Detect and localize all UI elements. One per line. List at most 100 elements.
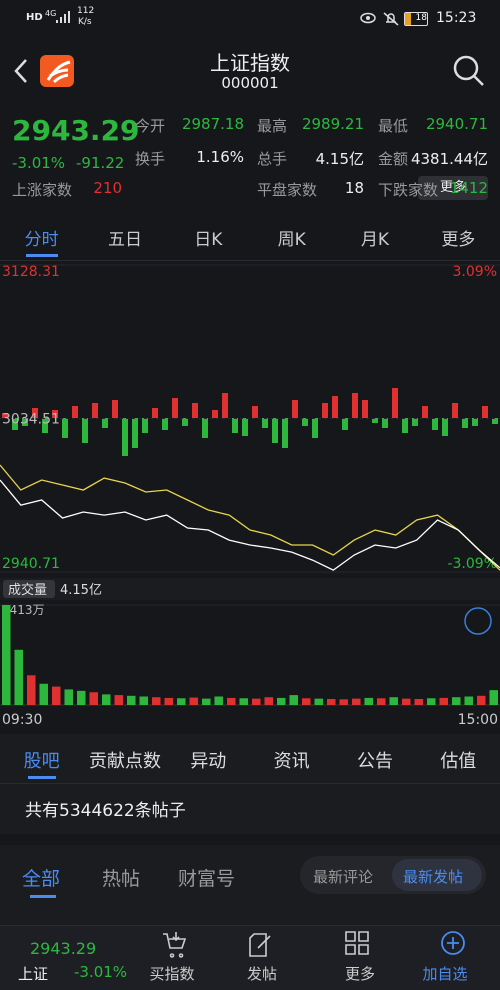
signal-icon (56, 11, 70, 23)
breadth-bar (372, 418, 378, 423)
breadth-bar (252, 406, 258, 418)
stat-value: 2987.18 (181, 115, 244, 133)
battery: 18 (404, 12, 428, 26)
status-network: 4G (45, 9, 57, 18)
sort-option[interactable]: 最新发帖 (403, 868, 464, 886)
volume-header (0, 578, 500, 600)
breadth-bar (442, 418, 448, 436)
pct-label: -3.09% (447, 556, 497, 572)
forum-tab[interactable]: 贡献点数 (88, 751, 161, 772)
volume-bar (39, 683, 48, 705)
volume-bar (389, 697, 398, 705)
chart-tab[interactable]: 周K (277, 230, 306, 250)
stat-label: 上涨家数 (12, 181, 73, 199)
volume-bar (227, 697, 236, 705)
chart-tab[interactable]: 五日 (107, 230, 142, 250)
status-speed: 112 (77, 6, 95, 16)
bottom-action[interactable]: 买指数 (149, 965, 195, 983)
volume-bar (27, 675, 36, 705)
breadth-bar (392, 388, 398, 418)
chart-tab[interactable]: 更多 (441, 230, 476, 250)
stat-value: 4.15亿 (315, 150, 364, 168)
volume-bar (439, 697, 448, 705)
volume-bar (302, 698, 311, 705)
breadth-bar (272, 418, 278, 443)
volume-bar (152, 697, 161, 705)
tab-indicator (26, 254, 58, 257)
volume-bar (214, 696, 223, 705)
stat-value: 18 (344, 179, 364, 197)
stat-label: 换手 (135, 150, 166, 168)
breadth-bar (212, 410, 218, 418)
volume-bar (452, 697, 461, 705)
feed-tab[interactable]: 全部 (22, 868, 61, 890)
header-left[interactable] (10, 54, 80, 88)
breadth-bar (112, 400, 118, 418)
volume-bar (177, 698, 186, 705)
intraday-chart: 3128.31 3034.51 2940.71 3.09% -3.09% 成交量 4.15亿… (0, 264, 500, 728)
breadth-bar (92, 403, 98, 418)
breadth-bar (142, 418, 148, 433)
y-tick-label: 3034.51 (2, 412, 60, 428)
breadth-bar (232, 418, 238, 433)
search-icon[interactable] (452, 54, 486, 88)
volume-bar (77, 690, 86, 705)
more-button[interactable]: 更多 (418, 176, 488, 200)
breadth-bar (472, 418, 478, 426)
volume-bar (364, 697, 373, 705)
forum-tab[interactable]: 异动 (190, 751, 227, 772)
y-tick-label: 2940.71 (2, 556, 60, 572)
breadth-bar (172, 398, 178, 418)
expand-icon[interactable] (464, 607, 492, 635)
volume-bar (402, 698, 411, 705)
volume-bar (252, 698, 261, 705)
breadth-bar (482, 406, 488, 418)
feed-tab[interactable]: 热帖 (102, 868, 141, 890)
breadth-bar (12, 418, 18, 430)
volume-bar (164, 697, 173, 705)
breadth-bar (22, 418, 28, 426)
breadth-bar (122, 418, 128, 456)
bottom-action[interactable]: 更多 (344, 965, 375, 983)
breadth-bar (42, 418, 48, 433)
breadth-bar (2, 413, 8, 418)
divider (0, 783, 500, 784)
price-line (0, 464, 500, 571)
breadth-bar (62, 418, 68, 438)
breadth-bar (152, 408, 158, 418)
breadth-bar (292, 400, 298, 418)
forum-tab[interactable]: 公告 (356, 751, 393, 772)
bottom-action[interactable]: 加自选 (422, 965, 468, 983)
forum-tab[interactable]: 股吧 (23, 751, 60, 772)
forum-panel (0, 734, 500, 834)
quote-change-pct: -3.01% (12, 154, 66, 172)
volume-bar (139, 696, 148, 705)
breadth-bar (462, 418, 468, 428)
breadth-bar (492, 418, 498, 424)
breadth-bar (162, 418, 168, 430)
quote-change: -91.22 (76, 154, 125, 172)
volume-bar (339, 699, 348, 705)
bottom-icons (163, 931, 465, 958)
breadth-bar (412, 418, 418, 426)
status-speed-unit: K/s (78, 17, 92, 27)
breadth-bar (192, 403, 198, 418)
chart-tab[interactable]: 月K (360, 230, 390, 250)
feed-tab[interactable]: 财富号 (178, 868, 236, 890)
breadth-bar (222, 393, 228, 418)
bottom-action[interactable]: 发帖 (246, 965, 277, 983)
forum-tab[interactable]: 估值 (440, 751, 477, 772)
volume-bar (239, 698, 248, 705)
chart-tab[interactable]: 分时 (24, 230, 59, 250)
breadth-bar (432, 418, 438, 430)
chart-tab[interactable]: 日K (194, 230, 223, 250)
stat-label: 总手 (257, 150, 288, 168)
stat-value: 2989.21 (301, 115, 364, 133)
quote-price: 2943.29 (12, 114, 140, 147)
sort-option[interactable]: 最新评论 (313, 868, 374, 886)
forum-tab[interactable]: 资讯 (273, 751, 310, 772)
stat-label: 最低 (378, 117, 409, 135)
breadth-bar (102, 418, 108, 428)
y-tick-label: 1413万 (2, 603, 45, 617)
